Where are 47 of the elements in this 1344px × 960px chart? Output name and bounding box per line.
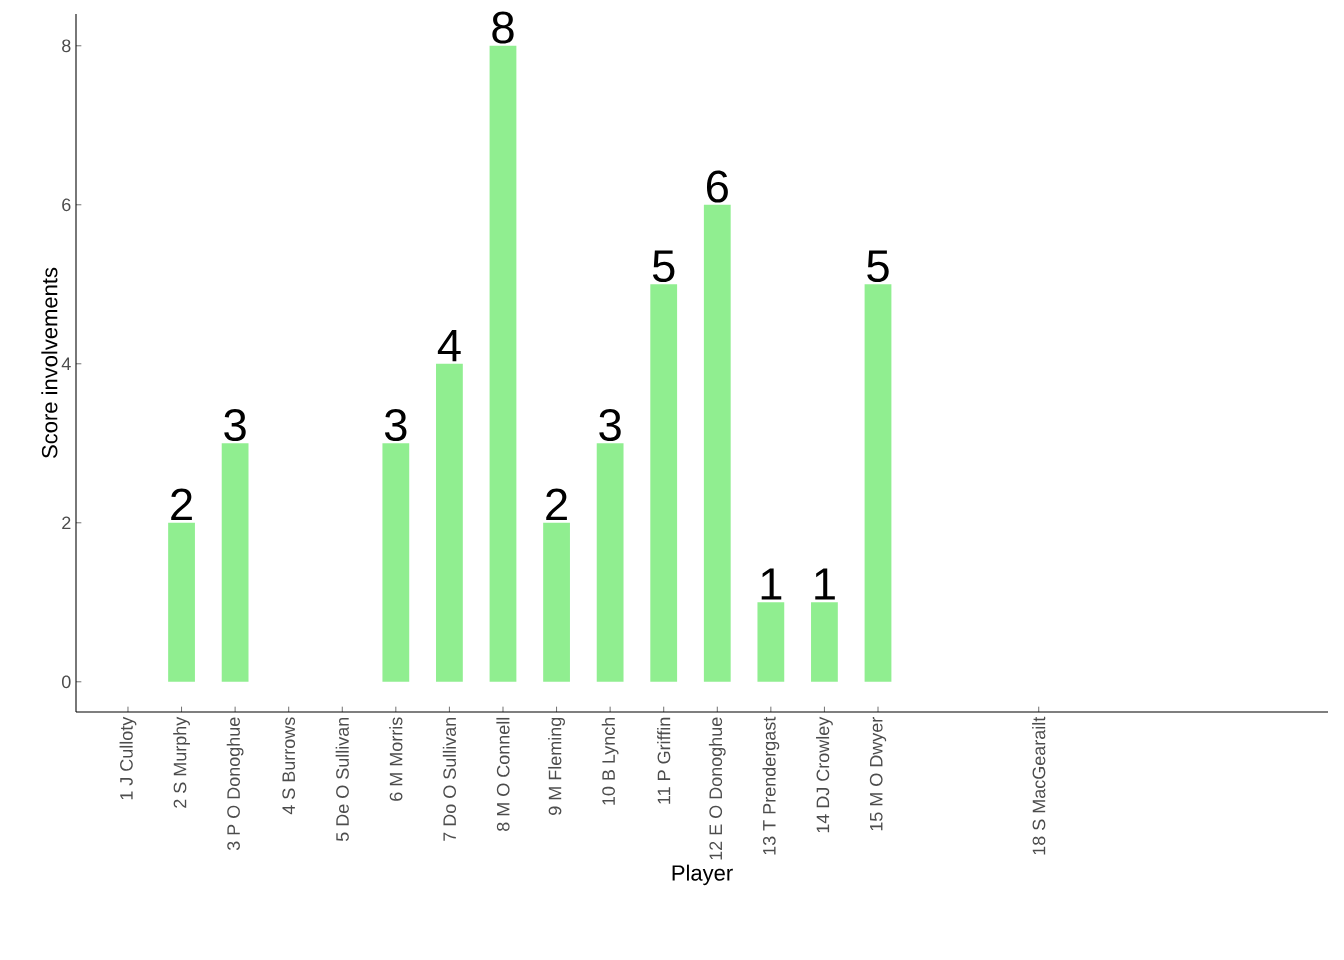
y-tick-label: 0: [61, 675, 71, 689]
data-label: 8: [492, 11, 514, 44]
x-tick-label: 8 M O Connell: [496, 717, 510, 831]
x-tick-label: 4 S Burrows: [282, 717, 296, 815]
x-tick-label: 1 J Culloty: [119, 716, 137, 800]
data-label: 3: [384, 408, 407, 442]
bar: [596, 443, 624, 682]
bar: [436, 363, 463, 682]
bar: [489, 45, 517, 682]
bar: [543, 522, 570, 682]
data-label: 1: [815, 568, 835, 600]
bar: [864, 284, 892, 682]
data-label: 4: [437, 329, 461, 362]
x-tick-label: 18 S MacGearailt: [1032, 716, 1046, 855]
y-tick-label: 6: [62, 198, 71, 212]
bar: [382, 443, 410, 682]
data-label: 2: [171, 488, 192, 521]
x-tick-label: 5 De O Sullivan: [335, 717, 349, 842]
data-label: 6: [706, 170, 728, 203]
bar: [811, 602, 838, 682]
y-tick-label: 4: [61, 357, 71, 370]
y-axis-title: Score involvements: [41, 267, 58, 458]
x-tick-label: 3 P O Donoghue: [226, 717, 244, 851]
data-label: 5: [652, 250, 675, 283]
x-tick-label: 14 DJ Crowley: [816, 716, 833, 833]
x-tick-label: 13 T Prendergast: [762, 716, 780, 855]
x-tick-label: 2 S Murphy: [173, 716, 190, 808]
bar: [221, 443, 249, 682]
x-tick-label: 12 E O Donoghue: [708, 717, 726, 860]
y-tick-label: 8: [62, 39, 71, 53]
data-label: 1: [761, 568, 782, 600]
data-label: 5: [867, 250, 889, 283]
data-label: 2: [546, 488, 567, 521]
bar: [757, 602, 785, 682]
x-tick-label: 9 M Fleming: [548, 717, 565, 815]
x-tick-label: 10 B Lynch: [601, 717, 619, 805]
x-tick-label: 6 M Morris: [389, 717, 403, 801]
x-tick-label: 11 P Griffin: [657, 717, 671, 804]
bar: [168, 522, 195, 682]
data-label: 3: [599, 408, 621, 442]
y-tick-label: 2: [62, 516, 71, 530]
bar: [703, 204, 731, 682]
x-tick-label: 15 M O Dwyer: [869, 717, 887, 831]
x-axis-title: Player: [672, 864, 733, 886]
x-tick-label: 7 Do O Sullivan: [442, 717, 457, 841]
bar: [650, 284, 678, 682]
data-label: 3: [224, 408, 246, 442]
